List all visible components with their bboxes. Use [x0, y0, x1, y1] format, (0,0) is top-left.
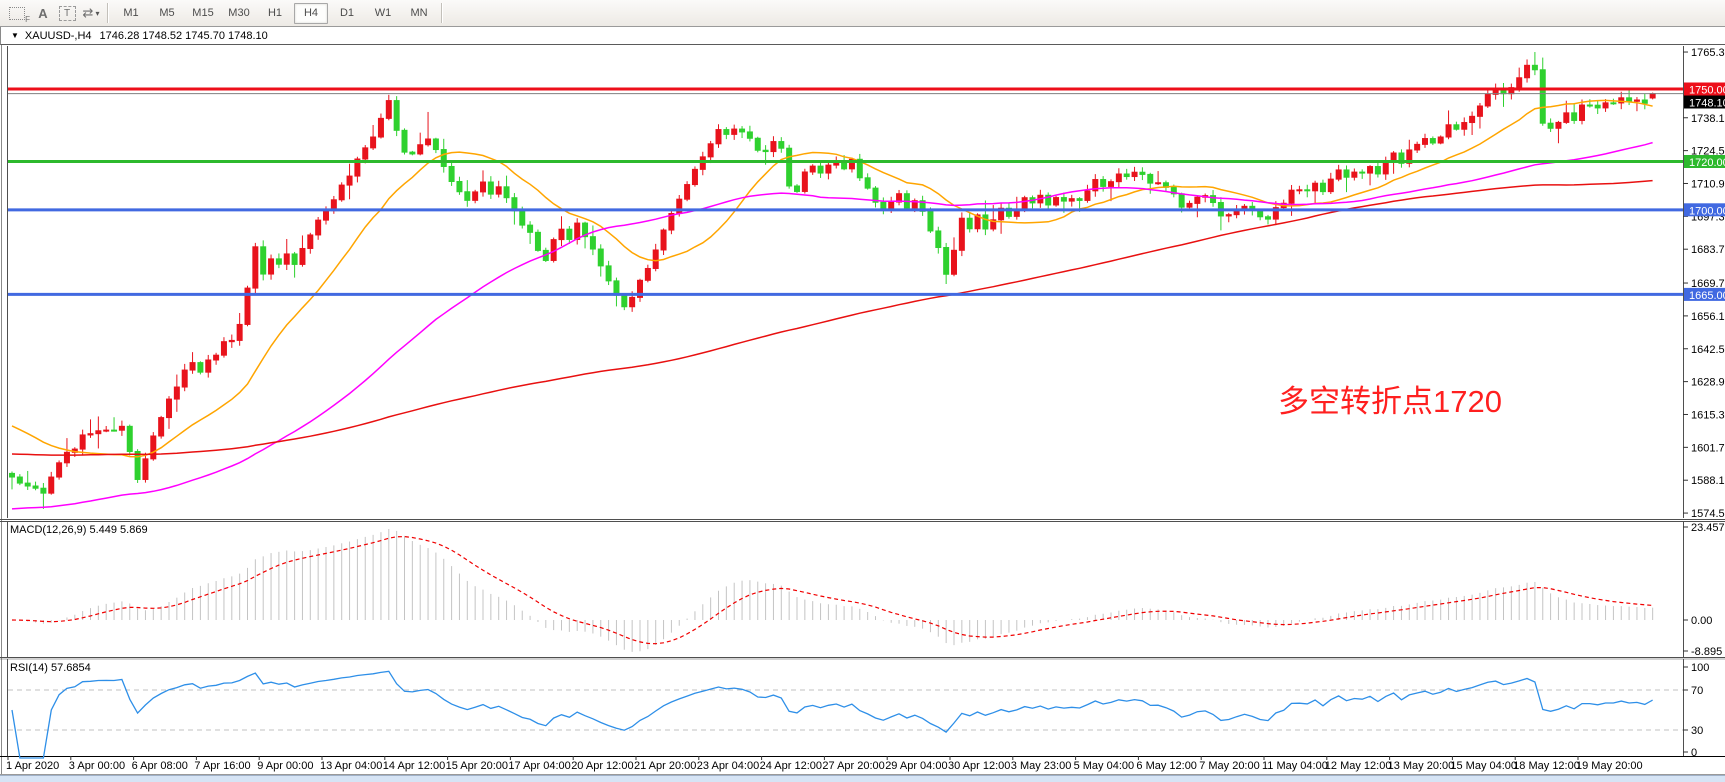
time-axis-label: 3 Apr 00:00 [69, 760, 125, 772]
price-axis-tick: 1574.50 [1691, 508, 1725, 520]
time-axis-label: 6 May 12:00 [1136, 760, 1197, 772]
time-axis-label: 7 May 20:00 [1199, 760, 1260, 772]
price-axis-tick: 1628.90 [1691, 377, 1725, 389]
toolbar-separator [441, 3, 443, 23]
candlesticks [9, 52, 1656, 509]
current-price-badge [1684, 95, 1725, 109]
time-axis-label: 12 May 12:00 [1325, 760, 1392, 772]
time-axis-label: 11 May 04:00 [1262, 760, 1328, 772]
time-axis-label: 21 Apr 20:00 [634, 760, 696, 772]
ma-fast-orange [11, 99, 1653, 458]
price-axis-tick: 1710.90 [1691, 178, 1725, 190]
time-axis-label: 20 Apr 12:00 [571, 760, 633, 772]
price-axis-tick: 1669.70 [1691, 278, 1725, 290]
current-price-badge-text: 1748.10 [1689, 98, 1725, 110]
macd-signal-line [11, 535, 1653, 645]
rsi-axis-tick: 70 [1691, 685, 1703, 697]
rsi-label: RSI(14) 57.6854 [10, 662, 91, 674]
toolbar-separator [107, 3, 109, 23]
macd-axis-tick: 0.00 [1691, 615, 1712, 627]
price-axis-tick: 1656.10 [1691, 311, 1725, 323]
price-axis-tick: 1724.50 [1691, 146, 1725, 158]
time-axis-label: 6 Apr 08:00 [132, 760, 188, 772]
symbol-period-label: XAUUSD-,H4 [24, 29, 92, 42]
time-axis-label: 18 May 12:00 [1513, 760, 1580, 772]
cycle-arrows-icon: ⇄ [82, 5, 94, 20]
symbol-dropdown-icon[interactable]: ▼ [11, 31, 19, 40]
resistance-price-badge-text: 1750.00 [1689, 85, 1725, 97]
toolbar: F A T ⇄ ▾ M1 M5 M15 M30 H1 H4 D1 W1 MN [0, 0, 1725, 27]
time-axis-label: 29 Apr 04:00 [885, 760, 947, 772]
timeframe-button-M30[interactable]: M30 [228, 7, 250, 19]
time-axis-label: 13 May 20:00 [1388, 760, 1455, 772]
ohlc-readout: 1746.28 1748.52 1745.70 1748.10 [99, 29, 268, 42]
status-strip [0, 775, 1725, 782]
price-axis-tick: 1738.10 [1691, 113, 1725, 125]
text-box-icon: T [58, 5, 76, 21]
time-axis-label: 30 Apr 12:00 [948, 760, 1010, 772]
macd-histogram [19, 529, 1654, 652]
timeframe-button-W1[interactable]: W1 [374, 7, 392, 19]
macd-axis-tick: -8.895 [1691, 646, 1722, 658]
rsi-line [11, 670, 1653, 759]
rsi-axis-tick: 30 [1691, 725, 1703, 737]
price-axis-tick: 1588.10 [1691, 475, 1725, 487]
annotation-text[interactable]: 多空转折点1720 [1278, 384, 1502, 419]
timeframe-group: M1 M5 M15 M30 H1 H4 D1 W1 MN [113, 0, 437, 27]
price-axis-tick: 1683.70 [1691, 244, 1725, 256]
new-chart-grid-icon: F [9, 6, 30, 24]
timeframe-button-D1[interactable]: D1 [339, 7, 355, 19]
price-axis-tick: 1765.30 [1691, 47, 1725, 59]
timeframe-button-H1[interactable]: H1 [267, 7, 283, 19]
time-axis-label: 7 Apr 16:00 [194, 760, 250, 772]
macd-axis-tick: 23.457 [1691, 522, 1725, 534]
time-axis-label: 13 Apr 04:00 [320, 760, 382, 772]
resistance-price-badge [1684, 82, 1725, 96]
time-axis-label: 19 May 20:00 [1576, 760, 1643, 772]
time-axis-label: 17 Apr 04:00 [508, 760, 570, 772]
pivot-price-badge-text: 1720.00 [1689, 157, 1725, 169]
time-axis-label: 15 May 04:00 [1450, 760, 1517, 772]
price-axis-tick: 1642.50 [1691, 344, 1725, 356]
dropdown-caret-icon: ▾ [95, 8, 100, 18]
new-chart-grid-button[interactable]: F [1, 3, 30, 24]
support2-price-badge-text: 1665.00 [1689, 290, 1725, 302]
pivot-price-badge [1684, 155, 1725, 168]
timeframe-button-H4[interactable]: H4 [294, 2, 328, 24]
price-axis-tick: 1615.30 [1691, 409, 1725, 421]
ma-mid-magenta [11, 141, 1653, 510]
price-axis-tick: 1601.70 [1691, 442, 1725, 454]
font-icon: A [38, 5, 48, 21]
time-axis-label: 5 May 04:00 [1074, 760, 1135, 772]
support1-price-badge-text: 1700.00 [1689, 205, 1725, 217]
support2-price-badge [1684, 287, 1725, 301]
time-axis-label: 3 May 23:00 [1011, 760, 1072, 772]
timeframe-button-M15[interactable]: M15 [192, 7, 214, 19]
time-axis-label: 24 Apr 12:00 [760, 760, 822, 772]
timeframe-button-MN[interactable]: MN [410, 7, 428, 19]
chart-canvas[interactable]: 1765.301738.101724.501710.901697.301683.… [0, 45, 1725, 775]
time-axis-label: 15 Apr 20:00 [446, 760, 508, 772]
chart-title-bar: ▼ XAUUSD-,H4 1746.28 1748.52 1745.70 174… [0, 27, 1725, 45]
rsi-axis-tick: 100 [1691, 662, 1709, 674]
time-axis-label: 1 Apr 2020 [6, 760, 59, 772]
time-axis-label: 9 Apr 00:00 [257, 760, 313, 772]
timeframe-button-M1[interactable]: M1 [123, 7, 139, 19]
time-axis-label: 23 Apr 04:00 [697, 760, 759, 772]
time-axis-label: 27 Apr 20:00 [822, 760, 884, 772]
rsi-axis-tick: 0 [1691, 747, 1697, 759]
support1-price-badge [1684, 203, 1725, 217]
timeframe-button-M5[interactable]: M5 [159, 7, 175, 19]
cycle-arrows-button[interactable]: ⇄ ▾ [80, 3, 102, 23]
macd-label: MACD(12,26,9) 5.449 5.869 [10, 524, 148, 536]
text-box-button[interactable]: T [56, 3, 78, 23]
time-axis-label: 14 Apr 12:00 [383, 760, 445, 772]
font-label-button[interactable]: A [32, 3, 54, 23]
ma-slow-red [11, 179, 1653, 456]
